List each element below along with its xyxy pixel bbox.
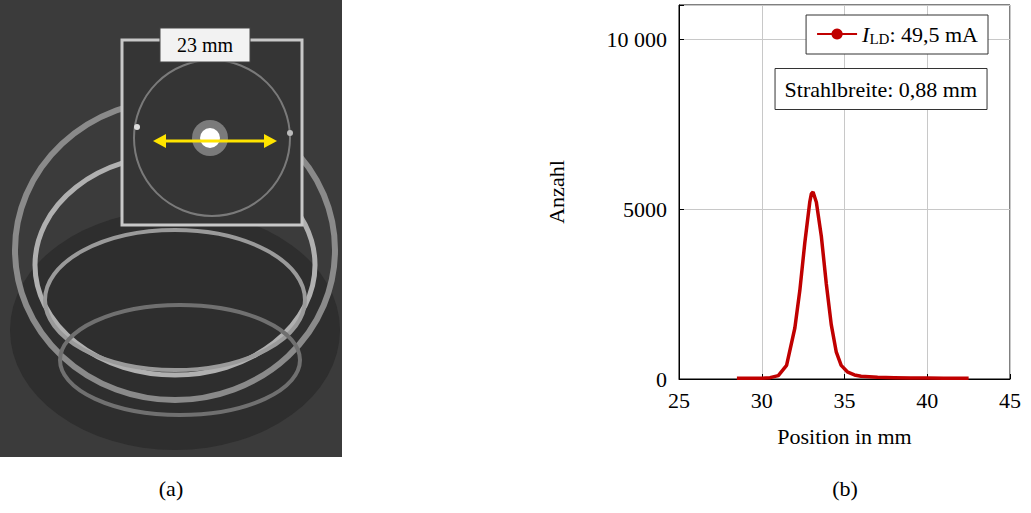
svg-text:0: 0 — [656, 367, 667, 392]
svg-text:I: I — [862, 21, 870, 47]
svg-text:23 mm: 23 mm — [177, 34, 234, 56]
svg-text:45: 45 — [999, 388, 1021, 413]
svg-text:: 49,5 mA: : 49,5 mA — [889, 22, 978, 47]
html-text:(a): (a) — [158, 476, 184, 501]
svg-text:25: 25 — [668, 388, 690, 413]
svg-text:Position in mm: Position in mm — [777, 424, 911, 449]
svg-text:Strahlbreite: 0,88 mm: Strahlbreite: 0,88 mm — [785, 77, 977, 102]
svg-text:LD: LD — [869, 31, 889, 47]
html-text:(b): (b) — [832, 476, 858, 501]
svg-text:35: 35 — [834, 388, 856, 413]
svg-text:10 000: 10 000 — [607, 27, 668, 52]
svg-text:5000: 5000 — [623, 197, 667, 222]
svg-text:Anzahl: Anzahl — [544, 160, 569, 224]
svg-text:30: 30 — [751, 388, 773, 413]
svg-text:40: 40 — [916, 388, 938, 413]
